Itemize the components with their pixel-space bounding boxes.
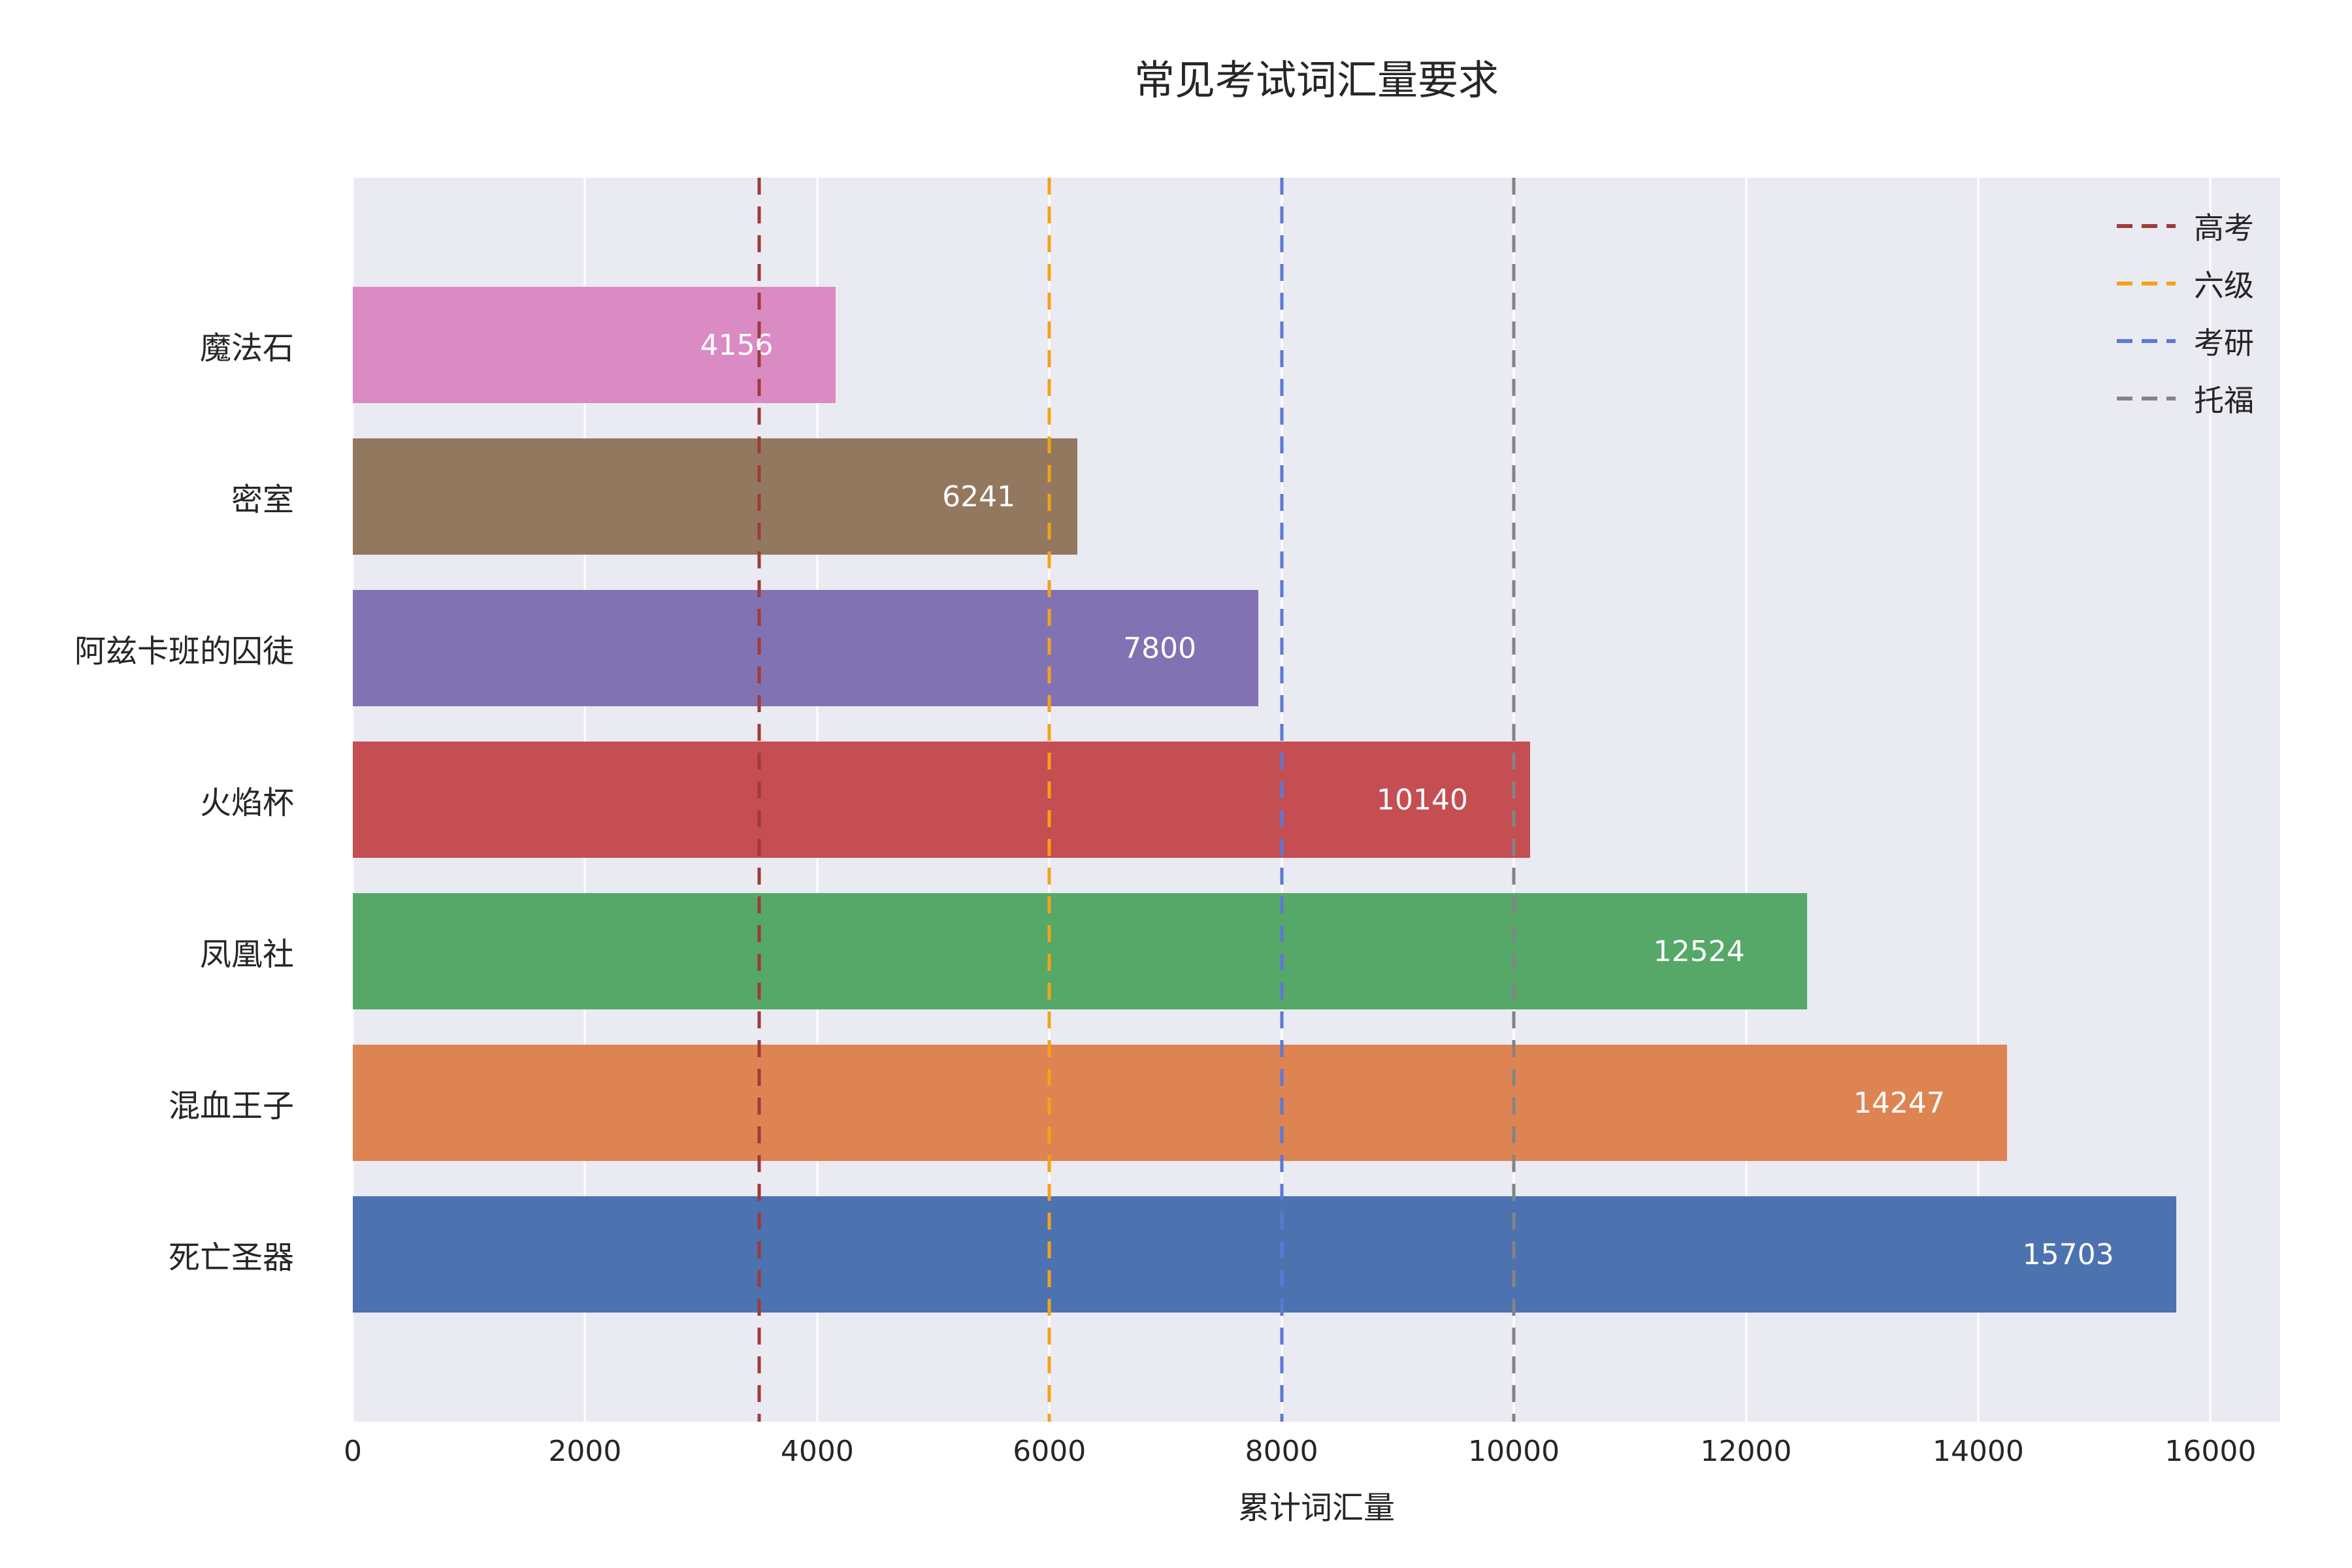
bar-row: 15703 xyxy=(353,1179,2280,1330)
plot-area: 4156 6241 7800 10140 12524 14247 15703 高考六级考研托… xyxy=(351,178,2280,1422)
legend-label: 六级 xyxy=(2194,268,2254,303)
legend-dash-sample xyxy=(2117,339,2176,343)
bars: 4156 6241 7800 10140 12524 14247 15703 xyxy=(353,178,2280,1422)
x-tick-label: 4000 xyxy=(780,1435,854,1468)
bar-6: 15703 xyxy=(353,1196,2176,1313)
bar-row: 7800 xyxy=(353,572,2280,724)
y-label-row: 魔法石 xyxy=(0,269,333,421)
legend-dash-sample xyxy=(2117,397,2176,400)
x-tick-label: 10000 xyxy=(1468,1435,1560,1468)
y-axis-label: 密室 xyxy=(231,482,294,518)
y-label-row: 火焰杯 xyxy=(0,724,333,875)
legend-label: 考研 xyxy=(2194,325,2254,361)
y-label-row: 阿兹卡班的囚徒 xyxy=(0,572,333,724)
bar-3: 10140 xyxy=(353,742,1530,858)
reference-line-考研 xyxy=(1280,178,1284,1422)
bar-row: 4156 xyxy=(353,269,2280,421)
legend: 高考 六级 考研 托福 xyxy=(2117,197,2254,427)
x-tick-label: 0 xyxy=(344,1435,362,1468)
legend-dash-sample xyxy=(2117,282,2176,286)
y-axis-label: 混血王子 xyxy=(168,1088,294,1124)
bar-value-label: 6241 xyxy=(942,480,1016,514)
bar-value-label: 14247 xyxy=(1853,1086,1945,1120)
gridline xyxy=(2209,178,2212,1422)
x-tick-label: 12000 xyxy=(1700,1435,1792,1468)
bar-row: 12524 xyxy=(353,875,2280,1027)
bar-value-label: 15703 xyxy=(2022,1237,2114,1271)
legend-row: 托福 xyxy=(2117,370,2254,427)
legend-row: 考研 xyxy=(2117,312,2254,370)
bar-2: 7800 xyxy=(353,590,1259,706)
bar-row: 6241 xyxy=(353,421,2280,572)
chart-title: 常见考试词汇量要求 xyxy=(1134,56,1499,104)
x-tick-label: 2000 xyxy=(548,1435,622,1468)
bar-value-label: 7800 xyxy=(1123,631,1197,665)
y-label-row: 密室 xyxy=(0,421,333,572)
reference-line-托福 xyxy=(1512,178,1516,1422)
legend-label: 高考 xyxy=(2194,210,2254,246)
bar-row: 10140 xyxy=(353,724,2280,875)
y-axis-label: 死亡圣器 xyxy=(168,1239,294,1276)
y-axis-label: 阿兹卡班的囚徒 xyxy=(74,633,294,670)
bar-0: 4156 xyxy=(353,287,836,403)
legend-dash-sample xyxy=(2117,224,2176,228)
legend-row: 六级 xyxy=(2117,255,2254,312)
y-axis-label: 火焰杯 xyxy=(199,785,294,821)
bar-value-label: 4156 xyxy=(700,328,774,362)
x-tick-label: 16000 xyxy=(2164,1435,2257,1468)
bar-1: 6241 xyxy=(353,438,1078,555)
bar-4: 12524 xyxy=(353,893,1807,1009)
bar-5: 14247 xyxy=(353,1045,2007,1161)
bar-value-label: 10140 xyxy=(1377,783,1468,817)
y-axis-label: 魔法石 xyxy=(199,330,294,367)
reference-line-六级 xyxy=(1047,178,1051,1422)
x-tick-label: 6000 xyxy=(1013,1435,1086,1468)
legend-label: 托福 xyxy=(2194,383,2254,418)
x-axis-label: 累计词汇量 xyxy=(1237,1490,1395,1526)
bar-value-label: 12524 xyxy=(1653,934,1745,968)
y-axis-labels: 魔法石密室阿兹卡班的囚徒火焰杯凤凰社混血王子死亡圣器 xyxy=(0,178,333,1422)
reference-line-高考 xyxy=(757,178,761,1422)
y-label-row: 凤凰社 xyxy=(0,875,333,1027)
x-tick-label: 8000 xyxy=(1245,1435,1318,1468)
gridline xyxy=(1745,178,1748,1422)
y-label-row: 死亡圣器 xyxy=(0,1179,333,1330)
y-axis-label: 凤凰社 xyxy=(199,936,294,973)
x-axis-ticks: 0 2000 4000 6000 8000 10000 12000 14000 16000 xyxy=(344,1435,2280,1474)
legend-row: 高考 xyxy=(2117,197,2254,255)
gridline xyxy=(1977,178,1980,1422)
x-tick-label: 14000 xyxy=(1932,1435,2024,1468)
bar-row: 14247 xyxy=(353,1027,2280,1179)
y-label-row: 混血王子 xyxy=(0,1027,333,1179)
